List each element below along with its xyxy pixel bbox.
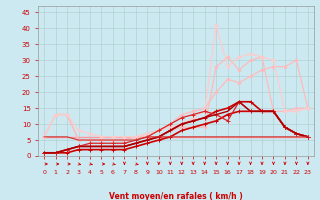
X-axis label: Vent moyen/en rafales ( km/h ): Vent moyen/en rafales ( km/h ) [109,192,243,200]
